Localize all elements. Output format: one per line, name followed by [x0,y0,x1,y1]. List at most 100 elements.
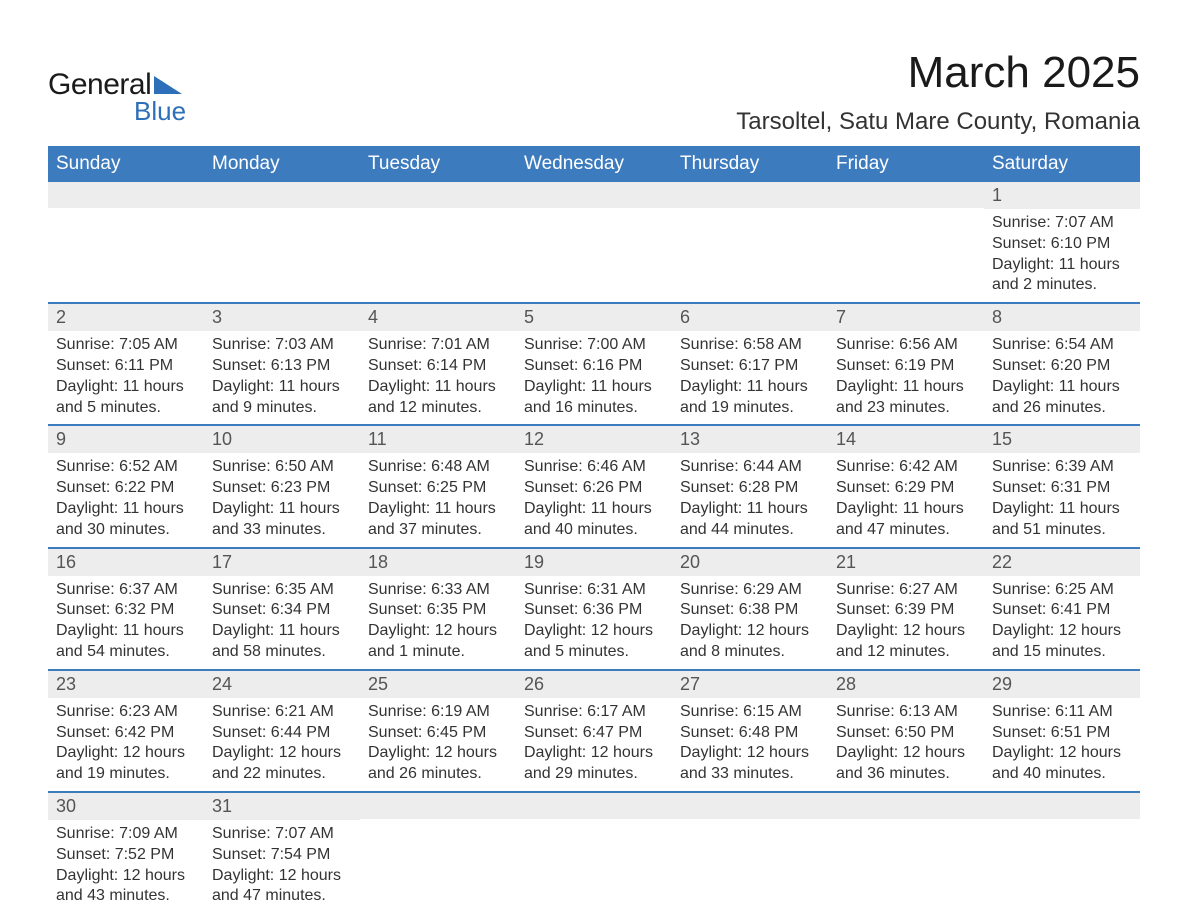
day-sunrise: Sunrise: 6:58 AM [680,335,820,356]
calendar-cell: 19Sunrise: 6:31 AMSunset: 6:36 PMDayligh… [516,549,672,669]
day-daylight: Daylight: 11 hours and 33 minutes. [212,499,352,541]
day-daylight: Daylight: 11 hours and 30 minutes. [56,499,196,541]
day-daylight: Daylight: 11 hours and 40 minutes. [524,499,664,541]
calendar-cell: 9Sunrise: 6:52 AMSunset: 6:22 PMDaylight… [48,426,204,546]
day-daylight: Daylight: 11 hours and 51 minutes. [992,499,1132,541]
day-sunrise: Sunrise: 6:33 AM [368,580,508,601]
day-sunset: Sunset: 6:51 PM [992,723,1132,744]
day-sunrise: Sunrise: 6:25 AM [992,580,1132,601]
day-number [828,182,984,208]
day-daylight: Daylight: 11 hours and 2 minutes. [992,255,1132,297]
day-number: 6 [672,304,828,331]
calendar-cell: 7Sunrise: 6:56 AMSunset: 6:19 PMDaylight… [828,304,984,424]
day-daylight: Daylight: 11 hours and 54 minutes. [56,621,196,663]
day-number [672,182,828,208]
calendar-cell [672,182,828,302]
day-body: Sunrise: 6:21 AMSunset: 6:44 PMDaylight:… [204,698,360,791]
day-body: Sunrise: 6:52 AMSunset: 6:22 PMDaylight:… [48,453,204,546]
day-daylight: Daylight: 11 hours and 5 minutes. [56,377,196,419]
day-number [984,793,1140,819]
calendar-cell: 15Sunrise: 6:39 AMSunset: 6:31 PMDayligh… [984,426,1140,546]
day-daylight: Daylight: 12 hours and 1 minute. [368,621,508,663]
day-number: 9 [48,426,204,453]
day-header-fri: Friday [828,146,984,182]
day-sunrise: Sunrise: 6:13 AM [836,702,976,723]
day-body: Sunrise: 7:07 AMSunset: 7:54 PMDaylight:… [204,820,360,913]
day-sunset: Sunset: 6:10 PM [992,234,1132,255]
day-daylight: Daylight: 11 hours and 47 minutes. [836,499,976,541]
day-body: Sunrise: 6:23 AMSunset: 6:42 PMDaylight:… [48,698,204,791]
day-sunset: Sunset: 6:41 PM [992,600,1132,621]
calendar-cell [516,182,672,302]
day-sunset: Sunset: 7:52 PM [56,845,196,866]
day-sunrise: Sunrise: 7:00 AM [524,335,664,356]
day-number [828,793,984,819]
calendar-cell [828,793,984,913]
calendar-cell: 30Sunrise: 7:09 AMSunset: 7:52 PMDayligh… [48,793,204,913]
day-body [828,208,984,268]
day-body: Sunrise: 6:33 AMSunset: 6:35 PMDaylight:… [360,576,516,669]
calendar-cell: 24Sunrise: 6:21 AMSunset: 6:44 PMDayligh… [204,671,360,791]
day-body: Sunrise: 7:00 AMSunset: 6:16 PMDaylight:… [516,331,672,424]
day-sunset: Sunset: 6:35 PM [368,600,508,621]
day-header-thu: Thursday [672,146,828,182]
calendar-cell: 21Sunrise: 6:27 AMSunset: 6:39 PMDayligh… [828,549,984,669]
day-sunset: Sunset: 6:17 PM [680,356,820,377]
day-number: 27 [672,671,828,698]
calendar-cell: 25Sunrise: 6:19 AMSunset: 6:45 PMDayligh… [360,671,516,791]
day-number: 20 [672,549,828,576]
day-sunrise: Sunrise: 6:35 AM [212,580,352,601]
day-body [48,208,204,268]
day-sunset: Sunset: 6:26 PM [524,478,664,499]
day-body: Sunrise: 7:07 AMSunset: 6:10 PMDaylight:… [984,209,1140,302]
day-daylight: Daylight: 12 hours and 15 minutes. [992,621,1132,663]
day-body [984,819,1140,879]
day-body [828,819,984,879]
day-daylight: Daylight: 12 hours and 33 minutes. [680,743,820,785]
day-body [360,208,516,268]
day-number [360,793,516,819]
day-number: 4 [360,304,516,331]
day-header-sun: Sunday [48,146,204,182]
calendar-cell: 4Sunrise: 7:01 AMSunset: 6:14 PMDaylight… [360,304,516,424]
day-number: 3 [204,304,360,331]
day-body [204,208,360,268]
day-body: Sunrise: 6:27 AMSunset: 6:39 PMDaylight:… [828,576,984,669]
calendar-cell: 20Sunrise: 6:29 AMSunset: 6:38 PMDayligh… [672,549,828,669]
week-row: 9Sunrise: 6:52 AMSunset: 6:22 PMDaylight… [48,426,1140,548]
day-body: Sunrise: 6:37 AMSunset: 6:32 PMDaylight:… [48,576,204,669]
day-daylight: Daylight: 12 hours and 12 minutes. [836,621,976,663]
day-sunrise: Sunrise: 7:05 AM [56,335,196,356]
day-body: Sunrise: 6:42 AMSunset: 6:29 PMDaylight:… [828,453,984,546]
day-number: 1 [984,182,1140,209]
calendar-cell: 18Sunrise: 6:33 AMSunset: 6:35 PMDayligh… [360,549,516,669]
day-body [672,208,828,268]
day-number: 13 [672,426,828,453]
day-daylight: Daylight: 11 hours and 44 minutes. [680,499,820,541]
day-sunset: Sunset: 6:36 PM [524,600,664,621]
calendar-cell: 5Sunrise: 7:00 AMSunset: 6:16 PMDaylight… [516,304,672,424]
logo: General Blue [48,68,186,127]
header-row: General Blue March 2025 Tarsoltel, Satu … [48,48,1140,136]
day-sunrise: Sunrise: 6:52 AM [56,457,196,478]
day-daylight: Daylight: 12 hours and 19 minutes. [56,743,196,785]
day-number: 23 [48,671,204,698]
day-number: 30 [48,793,204,820]
day-body: Sunrise: 6:25 AMSunset: 6:41 PMDaylight:… [984,576,1140,669]
calendar-cell: 13Sunrise: 6:44 AMSunset: 6:28 PMDayligh… [672,426,828,546]
day-sunset: Sunset: 6:22 PM [56,478,196,499]
day-sunset: Sunset: 7:54 PM [212,845,352,866]
day-daylight: Daylight: 12 hours and 40 minutes. [992,743,1132,785]
day-sunrise: Sunrise: 6:37 AM [56,580,196,601]
day-sunrise: Sunrise: 7:07 AM [212,824,352,845]
day-body: Sunrise: 6:31 AMSunset: 6:36 PMDaylight:… [516,576,672,669]
day-daylight: Daylight: 11 hours and 12 minutes. [368,377,508,419]
day-sunrise: Sunrise: 7:07 AM [992,213,1132,234]
calendar-cell: 11Sunrise: 6:48 AMSunset: 6:25 PMDayligh… [360,426,516,546]
day-number: 11 [360,426,516,453]
day-body: Sunrise: 7:09 AMSunset: 7:52 PMDaylight:… [48,820,204,913]
day-sunrise: Sunrise: 7:03 AM [212,335,352,356]
day-daylight: Daylight: 11 hours and 58 minutes. [212,621,352,663]
day-sunrise: Sunrise: 6:50 AM [212,457,352,478]
logo-triangle-icon [154,76,182,94]
